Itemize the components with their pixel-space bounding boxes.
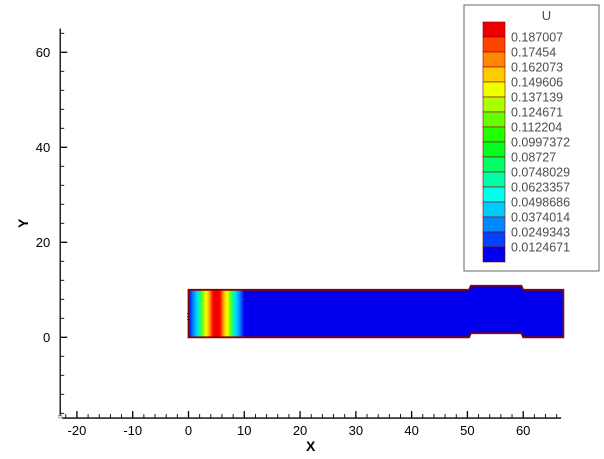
svg-text:0.0498686: 0.0498686 bbox=[511, 196, 570, 210]
svg-text:U: U bbox=[542, 8, 551, 23]
svg-text:0: 0 bbox=[185, 423, 192, 438]
svg-text:Y: Y bbox=[15, 218, 31, 228]
svg-text:60: 60 bbox=[36, 45, 50, 60]
svg-text:0.0623357: 0.0623357 bbox=[511, 181, 570, 195]
svg-text:-10: -10 bbox=[123, 423, 142, 438]
svg-text:0.0249343: 0.0249343 bbox=[511, 226, 570, 240]
svg-text:X: X bbox=[306, 438, 316, 454]
svg-text:0.08727: 0.08727 bbox=[511, 151, 556, 165]
svg-text:0.162073: 0.162073 bbox=[511, 61, 563, 75]
svg-text:0.0374014: 0.0374014 bbox=[511, 211, 570, 225]
svg-text:10: 10 bbox=[237, 423, 251, 438]
svg-text:0.124671: 0.124671 bbox=[511, 106, 563, 120]
svg-text:0.0124671: 0.0124671 bbox=[511, 241, 570, 255]
svg-text:40: 40 bbox=[404, 423, 418, 438]
svg-text:60: 60 bbox=[516, 423, 530, 438]
svg-text:50: 50 bbox=[460, 423, 474, 438]
svg-text:0.149606: 0.149606 bbox=[511, 76, 563, 90]
svg-text:0.112204: 0.112204 bbox=[511, 121, 562, 135]
svg-text:0.0748029: 0.0748029 bbox=[511, 166, 570, 180]
svg-text:-20: -20 bbox=[68, 423, 87, 438]
svg-text:30: 30 bbox=[349, 423, 363, 438]
svg-text:20: 20 bbox=[36, 235, 50, 250]
svg-text:0.17454: 0.17454 bbox=[511, 46, 556, 60]
svg-text:0.137139: 0.137139 bbox=[511, 91, 563, 105]
svg-text:0: 0 bbox=[43, 330, 50, 345]
svg-text:40: 40 bbox=[36, 140, 50, 155]
svg-text:20: 20 bbox=[293, 423, 307, 438]
svg-text:0.0997372: 0.0997372 bbox=[511, 136, 570, 150]
svg-text:0.187007: 0.187007 bbox=[511, 31, 563, 45]
